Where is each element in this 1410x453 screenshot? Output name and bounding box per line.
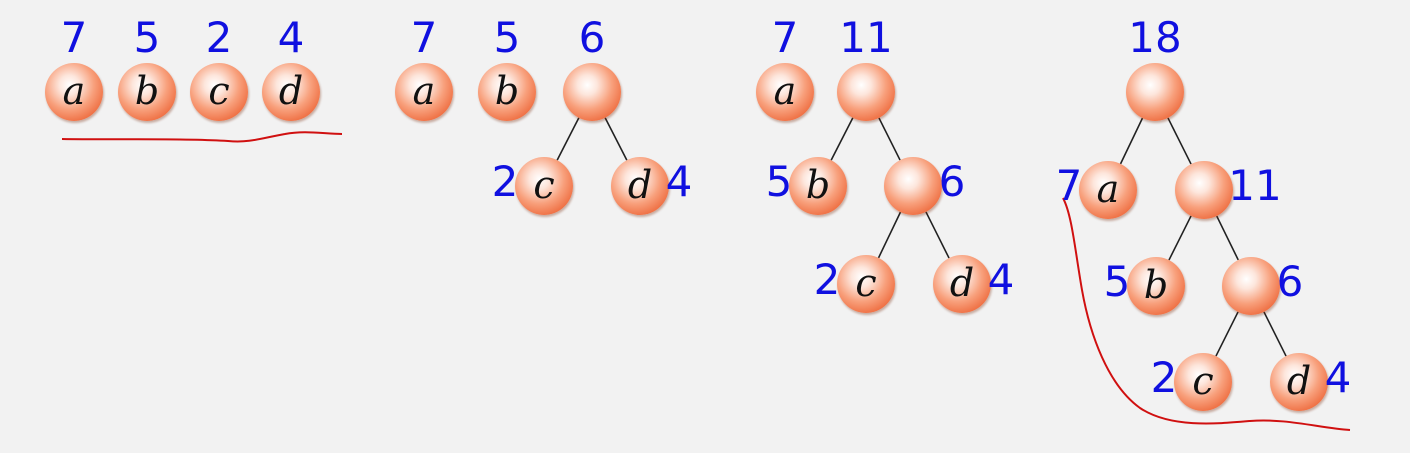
tree-edge bbox=[1119, 117, 1144, 165]
node-weight: 5 bbox=[765, 157, 793, 206]
node-letter: a bbox=[773, 69, 797, 113]
node-letter: c bbox=[533, 163, 555, 207]
red-underline-annotation bbox=[61, 131, 343, 143]
node-weight: 4 bbox=[665, 157, 693, 206]
leaf-node-a: a bbox=[395, 63, 453, 121]
node-weight: 7 bbox=[60, 13, 88, 62]
node-letter: b bbox=[805, 163, 831, 207]
node-weight: 11 bbox=[1228, 161, 1282, 210]
leaf-node-c: c bbox=[1174, 353, 1232, 411]
node-letter: a bbox=[412, 69, 436, 113]
node-weight: 7 bbox=[410, 13, 438, 62]
internal-node bbox=[563, 63, 621, 121]
node-weight: 7 bbox=[1055, 161, 1083, 210]
node-weight: 2 bbox=[491, 157, 519, 206]
node-weight: 2 bbox=[205, 13, 233, 62]
tree-edge bbox=[830, 117, 854, 161]
leaf-node-b: b bbox=[1127, 257, 1185, 315]
tree-edge bbox=[925, 211, 950, 259]
node-weight: 5 bbox=[493, 13, 521, 62]
node-weight: 4 bbox=[987, 255, 1015, 304]
tree-edge bbox=[1216, 215, 1239, 261]
tree-edge bbox=[878, 117, 901, 161]
node-letter: c bbox=[1192, 359, 1214, 403]
tree-edge bbox=[1167, 117, 1192, 165]
tree-edge bbox=[556, 117, 580, 161]
leaf-node-d: d bbox=[611, 157, 669, 215]
tree-edge bbox=[877, 211, 902, 259]
edges-layer bbox=[556, 117, 1287, 357]
internal-node bbox=[837, 63, 895, 121]
node-weight: 2 bbox=[813, 255, 841, 304]
node-weight: 11 bbox=[839, 13, 893, 62]
node-weight: 18 bbox=[1128, 13, 1182, 62]
leaf-node-c: c bbox=[190, 63, 248, 121]
node-weight: 6 bbox=[1276, 257, 1304, 306]
node-weight: 4 bbox=[1324, 353, 1352, 402]
tree-edge bbox=[604, 117, 628, 161]
leaf-node-a: a bbox=[45, 63, 103, 121]
internal-node bbox=[1126, 63, 1184, 121]
node-weight: 6 bbox=[578, 13, 606, 62]
node-letter: c bbox=[208, 69, 230, 113]
node-letter: a bbox=[62, 69, 86, 113]
node-letter: d bbox=[627, 163, 653, 207]
node-letter: d bbox=[278, 69, 304, 113]
leaf-node-b: b bbox=[478, 63, 536, 121]
node-weight: 6 bbox=[938, 157, 966, 206]
node-weight: 7 bbox=[771, 13, 799, 62]
internal-node bbox=[1175, 161, 1233, 219]
node-weight: 2 bbox=[1150, 353, 1178, 402]
leaf-node-a: a bbox=[1079, 161, 1137, 219]
red-curve-annotation bbox=[1062, 197, 1351, 431]
node-letter: b bbox=[494, 69, 520, 113]
leaf-node-d: d bbox=[933, 255, 991, 313]
node-weight: 5 bbox=[1103, 257, 1131, 306]
internal-node bbox=[1222, 257, 1280, 315]
leaf-node-c: c bbox=[837, 255, 895, 313]
leaf-node-a: a bbox=[756, 63, 814, 121]
internal-node bbox=[884, 157, 942, 215]
node-letter: d bbox=[949, 261, 975, 305]
leaf-node-c: c bbox=[515, 157, 573, 215]
node-weight: 4 bbox=[277, 13, 305, 62]
node-letter: d bbox=[1286, 359, 1312, 403]
leaf-node-b: b bbox=[789, 157, 847, 215]
leaf-node-b: b bbox=[118, 63, 176, 121]
node-weight: 5 bbox=[133, 13, 161, 62]
tree-edge bbox=[1215, 311, 1239, 357]
node-letter: c bbox=[855, 261, 877, 305]
leaf-node-d: d bbox=[262, 63, 320, 121]
leaf-node-d: d bbox=[1270, 353, 1328, 411]
tree-edge bbox=[1168, 215, 1192, 261]
tree-edge bbox=[1263, 311, 1287, 357]
node-letter: a bbox=[1096, 167, 1120, 211]
node-letter: b bbox=[134, 69, 160, 113]
node-letter: b bbox=[1143, 263, 1169, 307]
